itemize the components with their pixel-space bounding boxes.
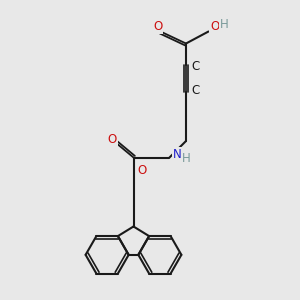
- Text: O: O: [210, 20, 219, 33]
- Text: N: N: [173, 148, 182, 161]
- Text: C: C: [191, 83, 200, 97]
- Text: O: O: [137, 164, 146, 177]
- Text: O: O: [153, 20, 162, 33]
- Text: H: H: [182, 152, 191, 166]
- Text: H: H: [220, 18, 229, 32]
- Text: O: O: [108, 133, 117, 146]
- Text: C: C: [191, 59, 200, 73]
